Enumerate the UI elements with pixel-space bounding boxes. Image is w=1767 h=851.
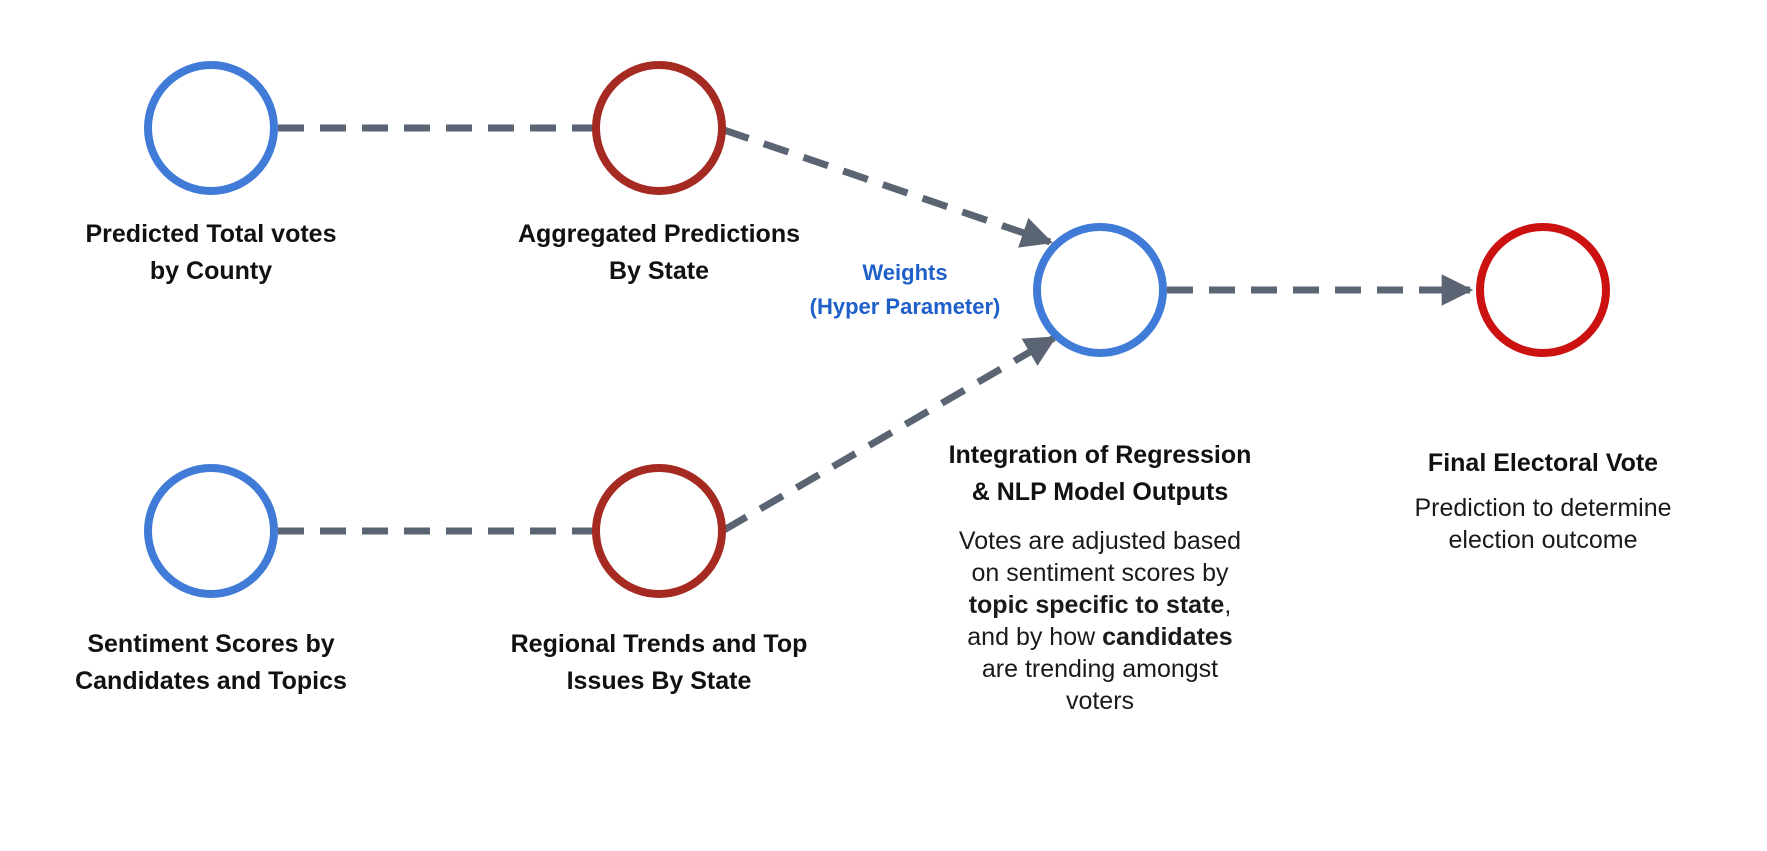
label-regional-trends: Regional Trends and Top Issues By State (479, 626, 839, 700)
desc-line: are trending amongst (981, 655, 1219, 683)
label-sentiment-scores: Sentiment Scores by Candidates and Topic… (41, 626, 381, 700)
desc-line: Votes are adjusted based (958, 527, 1242, 555)
label-line: Regional Trends and Top (510, 630, 808, 658)
weights-label: Weights (Hyper Parameter) (780, 256, 1030, 324)
weights-line: Weights (862, 260, 948, 285)
label-line: by County (149, 257, 273, 285)
node-regional-trends (592, 464, 726, 598)
final-description: Prediction to determine election outcome (1363, 492, 1723, 556)
label-line: Predicted Total votes (85, 220, 337, 248)
node-integration (1033, 223, 1167, 357)
label-line: Candidates and Topics (75, 667, 347, 695)
node-aggregated-predictions (592, 61, 726, 195)
desc-line: and by how candidates (920, 621, 1280, 653)
label-county-votes: Predicted Total votes by County (51, 216, 371, 290)
label-final-electoral-vote: Final Electoral Vote (1363, 445, 1723, 482)
label-line: Final Electoral Vote (1427, 449, 1659, 477)
desc-bold: candidates (1102, 623, 1233, 651)
node-sentiment-scores (144, 464, 278, 598)
desc-text: and by how (967, 623, 1103, 651)
label-line: & NLP Model Outputs (971, 478, 1229, 506)
integration-description: Votes are adjusted based on sentiment sc… (920, 525, 1280, 717)
label-integration: Integration of Regression & NLP Model Ou… (920, 437, 1280, 511)
desc-line: on sentiment scores by (971, 559, 1229, 587)
label-line: Issues By State (566, 667, 752, 695)
label-line: Sentiment Scores by (87, 630, 335, 658)
label-line: Integration of Regression (948, 441, 1252, 469)
desc-line: election outcome (1448, 526, 1638, 554)
node-final-electoral-vote (1476, 223, 1610, 357)
label-aggregated-predictions: Aggregated Predictions By State (489, 216, 829, 290)
weights-line: (Hyper Parameter) (809, 294, 1001, 319)
desc-bold: topic specific to state (968, 591, 1225, 619)
desc-line: voters (1065, 687, 1135, 715)
label-line: By State (608, 257, 710, 285)
desc-line: Prediction to determine (1414, 494, 1672, 522)
label-line: Aggregated Predictions (518, 220, 800, 248)
desc-text: , (1224, 591, 1232, 619)
arrow-regional-to-integration (722, 334, 1057, 534)
arrow-aggregated-to-integration (722, 126, 1053, 248)
desc-line: topic specific to state, (920, 589, 1280, 621)
node-county-votes (144, 61, 278, 195)
